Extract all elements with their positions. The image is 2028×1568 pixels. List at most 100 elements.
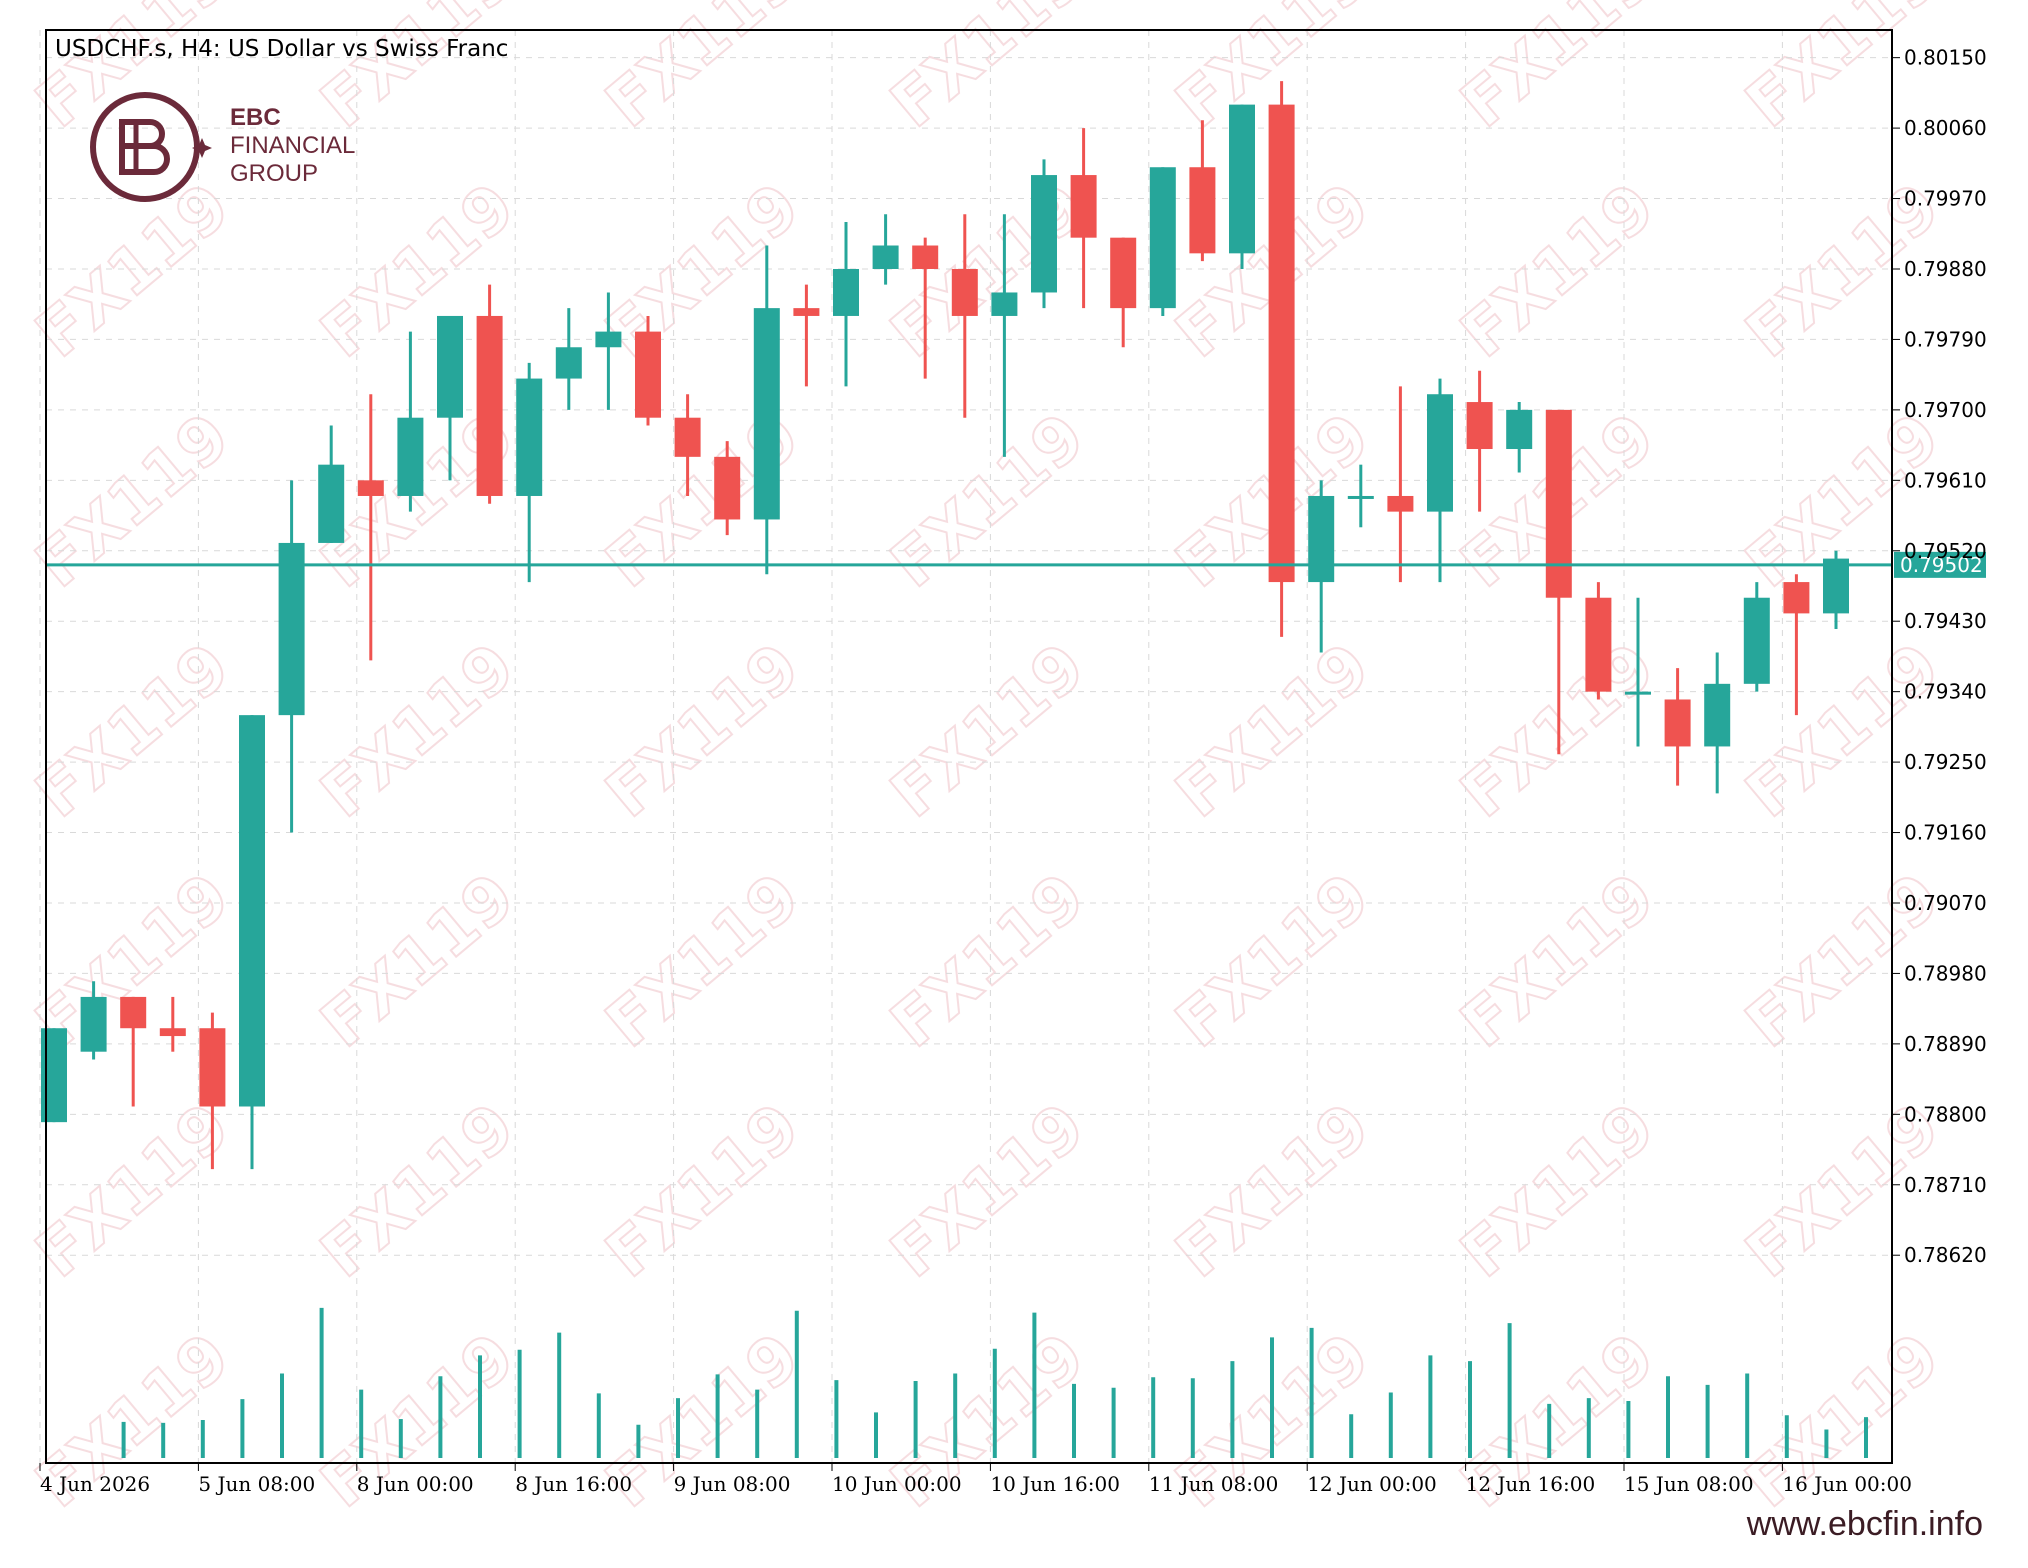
bear-candle — [1387, 386, 1414, 583]
y-tick-label: 0.79970 — [1904, 187, 1987, 211]
x-tick-label: 10 Jun 16:00 — [990, 1472, 1120, 1496]
watermark-text: FX119 — [878, 400, 1099, 602]
x-tick-label: 11 Jun 08:00 — [1149, 1472, 1279, 1496]
watermark-text: FX119 — [1448, 1090, 1669, 1292]
plot-frame — [45, 29, 1893, 1464]
candle-body — [239, 715, 265, 1107]
watermark-text: FX119 — [1163, 1090, 1384, 1292]
bear-candle — [674, 394, 701, 496]
y-tick-label: 0.79700 — [1904, 398, 1987, 422]
candle-body — [714, 456, 741, 520]
y-tick-label: 0.79340 — [1904, 680, 1987, 704]
candle-body — [793, 308, 820, 316]
bear-candle — [793, 284, 820, 387]
y-tick-label: 0.80150 — [1904, 46, 1987, 70]
candle-body — [595, 331, 622, 348]
candle-body — [1704, 683, 1731, 747]
bear-candle — [357, 394, 384, 661]
y-tick-label: 0.79790 — [1904, 327, 1987, 351]
watermark-text: FX119 — [593, 860, 814, 1062]
watermark-text: FX119 — [1163, 860, 1384, 1062]
candle-body — [872, 245, 899, 269]
bear-candle — [1585, 582, 1612, 700]
bull-candle — [239, 715, 265, 1170]
watermark-text: FX119 — [878, 0, 1099, 142]
y-tick-label: 0.79430 — [1904, 609, 1987, 633]
bear-candle — [714, 441, 741, 536]
y-axis-ticks: 0.80150 0.80060 0.79970 0.79880 0.79790 0.797… — [1892, 46, 1987, 1267]
watermark-text: FX119 — [308, 860, 529, 1062]
bull-candle — [1743, 582, 1770, 692]
bull-candle — [555, 308, 582, 410]
candle-body — [1387, 495, 1414, 512]
y-tick-label: 0.79880 — [1904, 257, 1987, 281]
candle-body — [1110, 237, 1137, 309]
bull-candle — [1823, 550, 1849, 630]
candle-body — [635, 331, 661, 418]
ebc-logo-icon — [90, 92, 212, 202]
watermark-text: FX119 — [593, 1090, 814, 1292]
website-link[interactable]: www.ebcfin.info — [1746, 1505, 1983, 1543]
bear-candle — [120, 996, 147, 1107]
bear-candle — [1189, 120, 1216, 262]
bull-candle — [1031, 159, 1057, 309]
candle-body — [397, 417, 424, 496]
candles — [41, 81, 1849, 1170]
x-tick-label: 10 Jun 00:00 — [832, 1472, 962, 1496]
candle-body — [1268, 104, 1295, 583]
bull-candle — [1149, 167, 1176, 316]
bear-candle — [159, 996, 186, 1052]
watermark-layer: FX119 FX119 FX119 FX119 FX119 FX119 FX119 FX119… — [22, 0, 1955, 1523]
candle-body — [516, 378, 543, 496]
candle-body — [833, 268, 859, 316]
brand-line-1: EBC — [230, 104, 281, 131]
brand-name: EBC FINANCIAL GROUP — [230, 104, 355, 188]
candle-body — [753, 308, 780, 520]
watermark-text: FX119 — [23, 400, 244, 602]
bull-candle — [1347, 464, 1374, 528]
bull-candle — [1229, 104, 1255, 269]
bear-candle — [199, 1012, 226, 1170]
candle-body — [120, 996, 147, 1029]
candle-body — [1229, 104, 1255, 254]
candle-body — [1545, 409, 1572, 598]
candle-body — [41, 1028, 67, 1123]
x-tick-label: 12 Jun 16:00 — [1466, 1472, 1596, 1496]
bear-candle — [1783, 574, 1810, 716]
candle-body — [1427, 394, 1453, 512]
y-tick-label: 0.78620 — [1904, 1243, 1987, 1267]
candle-body — [991, 292, 1018, 316]
candle-body — [80, 996, 107, 1052]
bull-candle — [1308, 480, 1335, 653]
bull-candle — [278, 480, 305, 833]
watermark-text: FX119 — [1448, 170, 1669, 372]
watermark-text: FX119 — [593, 400, 814, 602]
y-tick-label: 0.79250 — [1904, 750, 1987, 774]
bull-candle — [753, 245, 780, 575]
y-tick-label: 0.80060 — [1904, 116, 1987, 140]
watermark-text: FX119 — [593, 170, 814, 372]
candle-body — [674, 417, 701, 457]
volume-bars — [121, 1307, 1868, 1458]
watermark-text: FX119 — [308, 630, 529, 832]
candle-body — [1347, 495, 1374, 499]
bull-candle — [397, 331, 424, 512]
candle-body — [1149, 167, 1176, 309]
candle-body — [1743, 597, 1770, 684]
x-tick-label: 8 Jun 16:00 — [515, 1472, 632, 1496]
candle-body — [1823, 558, 1849, 614]
candle-body — [1031, 175, 1057, 293]
candle-body — [1070, 175, 1097, 238]
bull-candle — [833, 222, 859, 387]
bear-candle — [635, 315, 661, 426]
watermark-text: FX119 — [878, 170, 1099, 372]
y-tick-label: 0.79610 — [1904, 468, 1987, 492]
watermark-text: FX119 — [878, 1090, 1099, 1292]
candle-body — [159, 1028, 186, 1037]
bear-candle — [476, 284, 503, 504]
candle-body — [1189, 167, 1216, 254]
x-axis-ticks: 4 Jun 2026 5 Jun 08:00 8 Jun 00:00 8 Jun 16… — [39, 1463, 1912, 1496]
bull-candle — [1506, 402, 1533, 473]
current-price-label: 0.79502 — [1900, 553, 1983, 577]
candle-body — [1783, 582, 1810, 614]
